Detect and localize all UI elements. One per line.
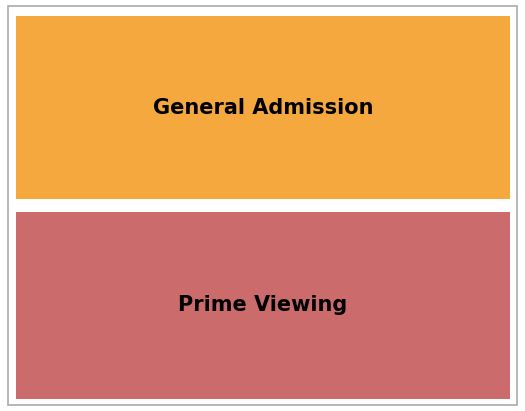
Text: Prime Viewing: Prime Viewing bbox=[178, 295, 348, 315]
Text: General Admission: General Admission bbox=[153, 98, 373, 118]
Bar bbox=[16, 16, 510, 199]
Bar bbox=[16, 212, 510, 399]
